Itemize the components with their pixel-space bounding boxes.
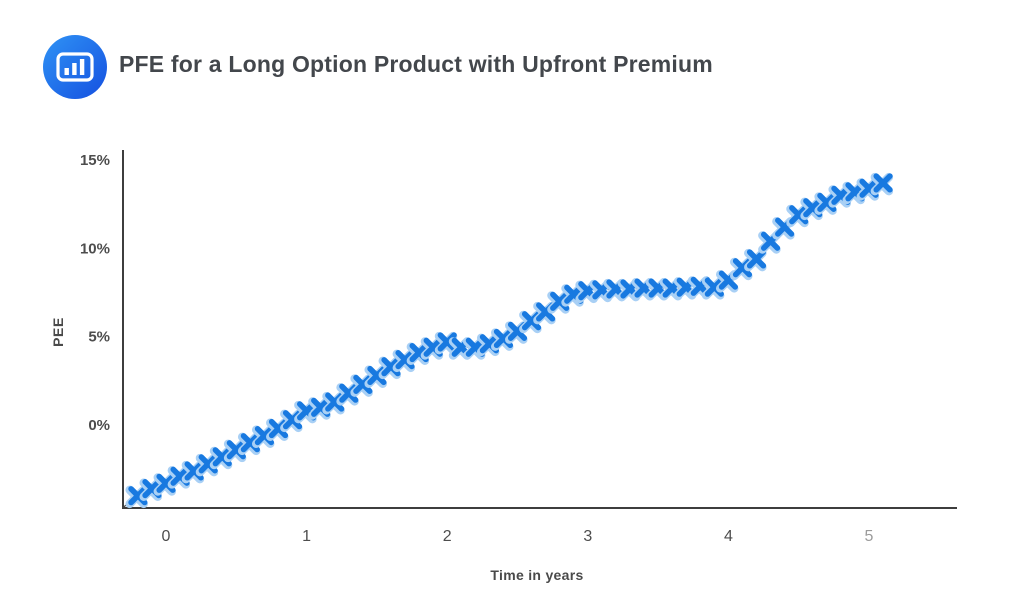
- y-tick-label: 5%: [88, 329, 110, 346]
- x-tick-label: 3: [583, 528, 592, 545]
- scatter-marker: [873, 173, 893, 193]
- x-tick-label: 1: [302, 528, 311, 545]
- page-title: PFE for a Long Option Product with Upfro…: [119, 51, 713, 77]
- bar-chart-icon: [43, 35, 107, 99]
- x-tick-label: 0: [162, 528, 171, 545]
- y-tick-label: 15%: [80, 152, 110, 169]
- bar-chart-icon-glyph: [56, 52, 94, 82]
- scatter-marker: [746, 249, 767, 269]
- y-tick-label: 0%: [88, 417, 110, 434]
- x-axis-title: Time in years: [490, 567, 584, 583]
- x-tick-label: 2: [443, 528, 452, 545]
- x-tick-label: 4: [724, 528, 733, 545]
- y-tick-label: 10%: [80, 240, 110, 257]
- x-tick-label: 5: [865, 528, 874, 545]
